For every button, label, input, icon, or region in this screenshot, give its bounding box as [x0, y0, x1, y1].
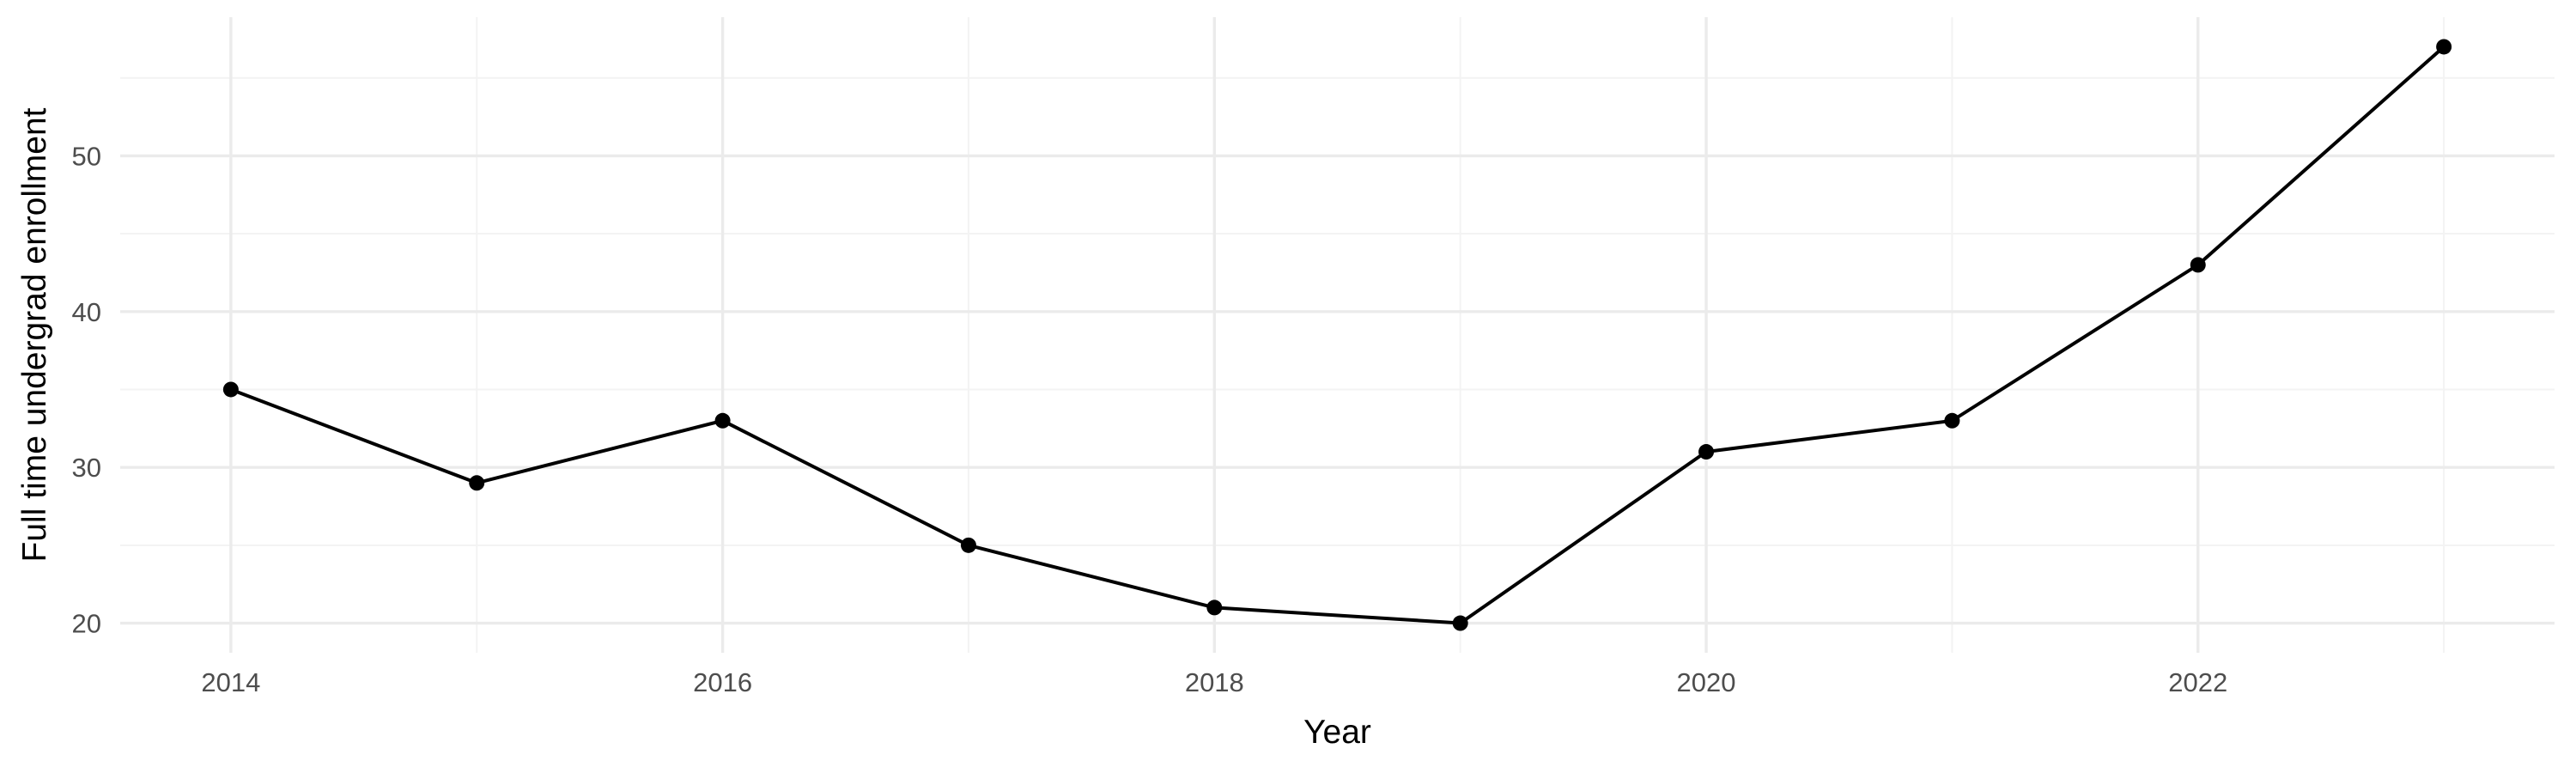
major-gridlines	[120, 17, 2555, 653]
x-tick-label: 2016	[693, 667, 752, 697]
y-tick-label: 20	[72, 609, 101, 639]
data-point	[2436, 39, 2452, 55]
x-tick-label: 2018	[1185, 667, 1244, 697]
x-tick-label: 2022	[2168, 667, 2227, 697]
y-axis-tick-labels: 20 30 40 50	[72, 141, 101, 638]
data-point	[469, 475, 485, 491]
series-line	[230, 46, 2445, 625]
minor-gridlines	[120, 17, 2555, 653]
x-tick-label: 2020	[1677, 667, 1736, 697]
y-tick-label: 50	[72, 141, 101, 171]
x-tick-label: 2014	[201, 667, 260, 697]
x-axis-tick-labels: 2014 2016 2018 2020 2022	[201, 667, 2227, 697]
data-point	[714, 412, 731, 429]
data-point	[1206, 600, 1223, 616]
series-points	[222, 39, 2452, 631]
data-point	[2190, 257, 2206, 273]
data-point	[1452, 615, 1468, 631]
data-point	[222, 381, 239, 398]
y-tick-label: 40	[72, 297, 101, 327]
data-point	[1944, 412, 1960, 429]
data-point	[960, 537, 976, 553]
data-point	[1698, 444, 1715, 460]
y-tick-label: 30	[72, 453, 101, 483]
y-axis-title: Full time undergrad enrollment	[16, 107, 53, 562]
x-axis-title: Year	[1303, 714, 1371, 751]
